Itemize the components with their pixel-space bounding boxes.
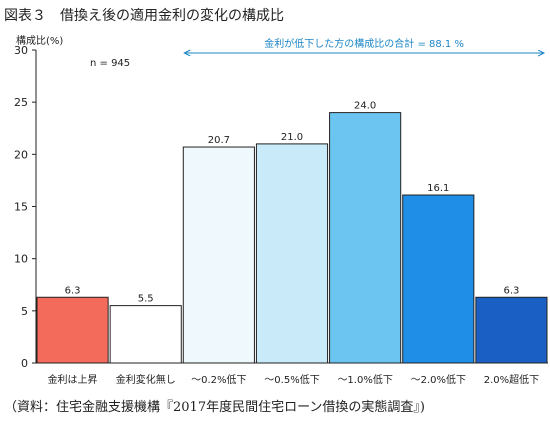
bar: [182, 146, 255, 364]
figure-title: 図表３ 借換え後の適用金利の変化の構成比: [4, 8, 284, 24]
source-note: （資料：住宅金融支援機構『2017年度民間住宅ローン借換の実態調査』): [4, 400, 426, 415]
y-tick-label: 0: [21, 357, 28, 370]
y-tick-label: 15: [14, 201, 28, 214]
data-label: 20.7: [208, 135, 230, 146]
bar: [109, 305, 182, 364]
data-label: 6.3: [503, 285, 519, 296]
y-tick-label: 5: [21, 305, 28, 318]
x-tick-label: ～0.2%低下: [191, 373, 246, 386]
y-tick-label: 25: [14, 96, 28, 109]
y-tick-label: 10: [14, 253, 28, 266]
bar: [475, 296, 548, 364]
data-label: 21.0: [281, 132, 303, 143]
x-tick-label: 2.0%超低下: [484, 373, 539, 386]
bar: [402, 194, 475, 364]
x-tick-label: 金利変化無し: [116, 373, 176, 386]
bar: [329, 112, 402, 364]
data-label: 24.0: [354, 101, 376, 112]
x-tick-label: ～0.5%低下: [264, 373, 319, 386]
x-tick-label: ～2.0%低下: [411, 373, 466, 386]
sample-size-note: n = 945: [90, 58, 130, 69]
data-label: 5.5: [138, 294, 154, 305]
bar: [36, 296, 109, 364]
annotation: 金利が低下した方の構成比の合計 = 88.1 %: [184, 37, 544, 53]
y-axis-label: 構成比(%): [16, 34, 63, 47]
data-label: 16.1: [427, 183, 449, 194]
y-tick-label: 30: [14, 44, 28, 57]
y-tick-label: 20: [14, 148, 28, 161]
data-label: 6.3: [65, 285, 81, 296]
axes: 0 5 10 15 20 25 30 金利は上昇 金利変化無し ～0.2%低下 ～0.5%低下 ～1.…: [14, 44, 548, 386]
x-tick-label: ～1.0%低下: [337, 373, 392, 386]
annotation-text: 金利が低下した方の構成比の合計 = 88.1 %: [264, 37, 464, 50]
x-tick-label: 金利は上昇: [48, 373, 98, 386]
bars: 6.3 5.5 20.7 21.0 24.0 16.1 6.3: [36, 101, 548, 364]
bar: [255, 143, 329, 364]
